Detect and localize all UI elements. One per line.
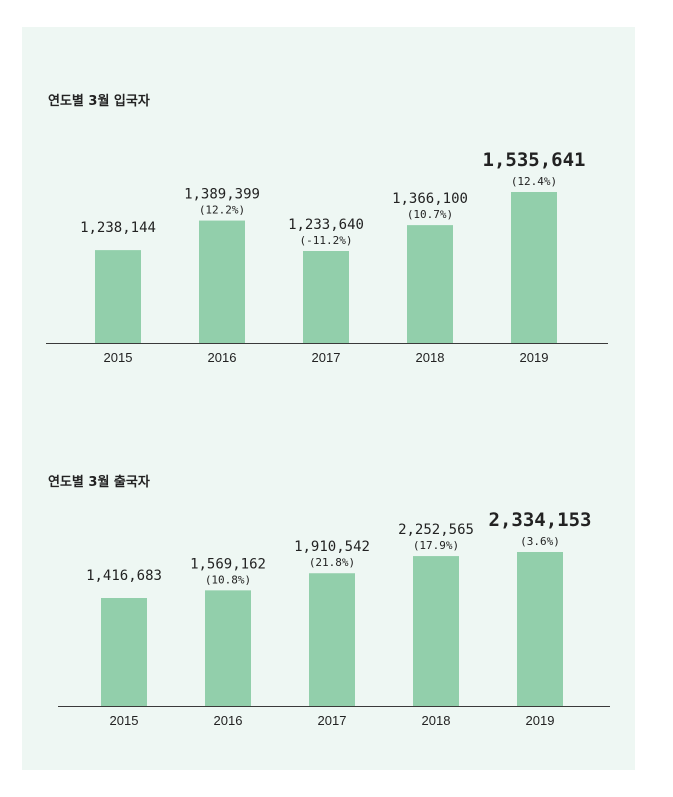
growth-label-2018: (10.7%) [407,208,453,221]
growth-label-2016: (10.8%) [205,573,251,586]
growth-label-2019: (3.6%) [520,535,560,548]
value-label-2017: 1,910,542 [294,539,370,555]
bar-2016 [199,220,245,343]
bar-2018 [407,225,453,343]
chart-title: 연도별 3월 출국자 [48,474,150,490]
bar-2019 [511,192,557,343]
bar-2017 [303,251,349,343]
tick-label-2017: 2017 [318,713,347,728]
tick-label-2015: 2015 [104,350,133,365]
charts-canvas: 연도별 3월 입국자 1,238,144 2015 (12.2%)1,389,399 2… [46,93,610,728]
tick-label-2015: 2015 [110,713,139,728]
tick-label-2016: 2016 [208,350,237,365]
departures-chart: 연도별 3월 출국자 1,416,683 2015 (10.8%)1,569,162 2… [48,474,610,728]
bar-2015 [101,598,147,706]
value-label-2015: 1,416,683 [86,568,162,584]
value-label-2017: 1,233,640 [288,217,364,233]
bar-2015 [95,250,141,343]
value-label-2018: 2,252,565 [398,522,474,538]
value-label-2018: 1,366,100 [392,191,468,207]
tick-label-2018: 2018 [416,350,445,365]
bar-2018 [413,556,459,706]
value-label-2015: 1,238,144 [80,220,156,236]
value-label-2016: 1,569,162 [190,556,266,572]
value-label-2019: 2,334,153 [489,509,592,531]
chart-title: 연도별 3월 입국자 [48,93,150,109]
growth-label-2016: (12.2%) [199,204,245,217]
tick-label-2019: 2019 [526,713,555,728]
bar-2016 [205,590,251,706]
value-label-2019: 1,535,641 [483,149,586,171]
chart-panel: 연도별 3월 입국자 1,238,144 2015 (12.2%) 1,389,399 2… [22,27,635,770]
bar-2019 [517,552,563,706]
arrivals-chart: 연도별 3월 입국자 1,238,144 2015 (12.2%)1,389,399 2… [46,93,608,365]
growth-label-2018: (17.9%) [413,539,459,552]
growth-label-2019: (12.4%) [511,175,557,188]
tick-label-2019: 2019 [520,350,549,365]
tick-label-2018: 2018 [422,713,451,728]
tick-label-2016: 2016 [214,713,243,728]
tick-label-2017: 2017 [312,350,341,365]
bar-2017 [309,573,355,706]
growth-label-2017: (-11.2%) [300,234,353,247]
value-label-2016: 1,389,399 [184,187,260,203]
growth-label-2017: (21.8%) [309,556,355,569]
